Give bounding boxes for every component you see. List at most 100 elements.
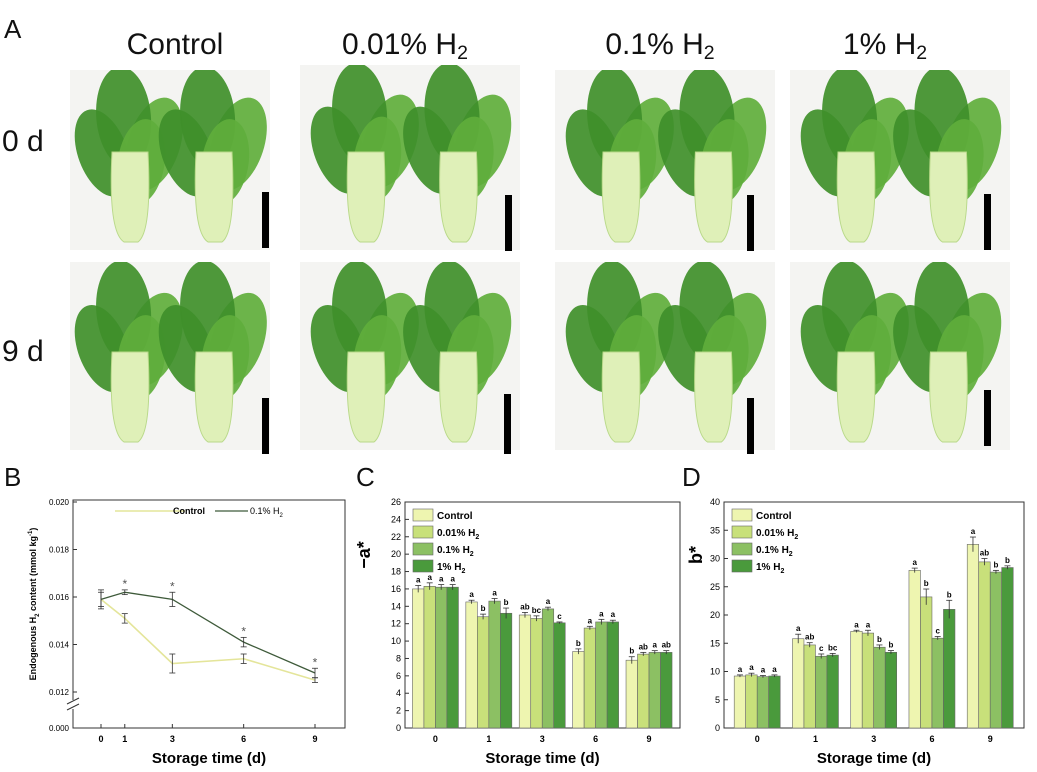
column-title-001-h2: 0.01% H2 — [325, 28, 485, 65]
y-tick-label: 26 — [391, 497, 401, 507]
bar — [583, 627, 596, 729]
bok-choy-plant — [893, 262, 1002, 443]
bok-choy-plant — [158, 70, 267, 243]
bok-choy-plant — [403, 65, 512, 243]
legend-label-main: 0.01% H — [437, 528, 475, 539]
significance-letter: bc — [532, 606, 542, 615]
y-tick-label: 20 — [710, 610, 720, 620]
bar — [660, 652, 673, 729]
legend-label-sub: 2 — [461, 568, 465, 575]
significance-letter: b — [481, 604, 486, 613]
significance-letter: b — [947, 590, 952, 599]
bok-choy-photo — [300, 262, 520, 450]
bok-choy-plant — [658, 262, 767, 443]
bar — [943, 609, 956, 729]
row-label-9d: 9 d — [2, 335, 44, 368]
bok-choy-illustration — [74, 70, 267, 243]
legend-swatch — [412, 508, 434, 522]
column-title-text: 0.1% H — [605, 28, 704, 61]
legend-label: Control — [437, 511, 473, 522]
bar — [792, 638, 805, 729]
bok-choy-plant — [565, 262, 674, 443]
panel-label-b: B — [4, 462, 22, 492]
column-title-text: 1% H — [842, 28, 917, 61]
significance-letter: a — [611, 610, 616, 619]
bar — [815, 655, 828, 729]
bok-choy-illustration — [565, 262, 767, 443]
significance-star: * — [122, 577, 127, 591]
legend-label-sub: 2 — [280, 513, 284, 519]
y-tick-label: 2 — [396, 706, 401, 716]
stem — [929, 151, 968, 243]
bok-choy-plant — [310, 262, 419, 443]
significance-letter: c — [557, 612, 562, 621]
column-title-control: Control — [110, 28, 240, 65]
significance-letter: a — [912, 558, 917, 567]
x-axis-title: Storage time (d) — [485, 750, 599, 767]
significance-letter: a — [971, 527, 976, 536]
significance-letter: b — [889, 641, 894, 650]
scale-bar — [984, 390, 991, 446]
y-tick-label: 5 — [715, 695, 720, 705]
x-tick-label: 1 — [122, 734, 127, 744]
y-tick-label: 20 — [391, 549, 401, 559]
scale-bar — [505, 195, 512, 251]
bar — [477, 616, 490, 729]
bar — [488, 600, 501, 729]
bar — [465, 601, 478, 729]
significance-letter: ab — [520, 602, 529, 611]
column-title-1-h2: 1% H2 — [820, 28, 950, 65]
significance-letter: ab — [980, 549, 989, 558]
bok-choy-illustration — [800, 70, 1002, 243]
bar — [518, 614, 532, 729]
x-tick-label: 1 — [813, 734, 818, 744]
significance-letter: b — [629, 647, 634, 656]
y-tick-label: 12 — [391, 619, 401, 629]
bar — [572, 651, 585, 729]
axis-break-mark — [66, 697, 80, 705]
bar — [768, 675, 781, 729]
y-tick-label: 0.020 — [49, 498, 70, 507]
column-title-sub: 2 — [457, 41, 468, 64]
stem — [836, 351, 876, 443]
y-tick-label: 10 — [710, 667, 720, 677]
significance-letter: b — [1005, 556, 1010, 565]
significance-letter: a — [546, 597, 551, 606]
stem — [346, 351, 386, 443]
panel-label-a: A — [4, 14, 22, 44]
y-tick-label: 14 — [391, 601, 401, 611]
significance-letter: a — [469, 590, 474, 599]
column-title-01-h2: 0.1% H2 — [585, 28, 735, 65]
y-axis-title: b* — [686, 546, 706, 564]
stem — [929, 351, 968, 443]
x-tick-label: 3 — [540, 734, 545, 744]
y-tick-label: 25 — [710, 582, 720, 592]
stem — [110, 351, 150, 443]
bar — [931, 637, 944, 729]
legend-swatch — [412, 542, 434, 556]
legend-swatch — [731, 525, 753, 539]
bar — [745, 674, 758, 729]
column-title-text: 0.01% H — [342, 28, 458, 61]
y-tick-label: 0 — [715, 723, 720, 733]
y-tick-label: 15 — [710, 638, 720, 648]
bok-choy-photo — [790, 70, 1010, 250]
y-axis-title-part: ) — [28, 528, 38, 531]
y-tick-label: 8 — [396, 653, 401, 663]
x-tick-label: 6 — [593, 734, 598, 744]
legend-label-sub: 2 — [470, 551, 474, 558]
legend-swatch — [731, 559, 753, 573]
y-tick-label: 0.000 — [49, 724, 70, 733]
significance-letter: ab — [805, 633, 814, 642]
significance-letter: b — [576, 639, 581, 648]
column-title-sub: 2 — [916, 41, 928, 64]
bok-choy-photo — [300, 65, 520, 250]
bar — [1001, 567, 1014, 729]
bar — [541, 608, 555, 729]
y-tick-label: 22 — [391, 532, 401, 542]
y-axis-title-part: -1 — [28, 530, 34, 536]
significance-letter: ab — [662, 641, 671, 650]
bar — [978, 561, 991, 729]
significance-letter: c — [819, 644, 824, 653]
axis-break-mark — [66, 703, 80, 711]
